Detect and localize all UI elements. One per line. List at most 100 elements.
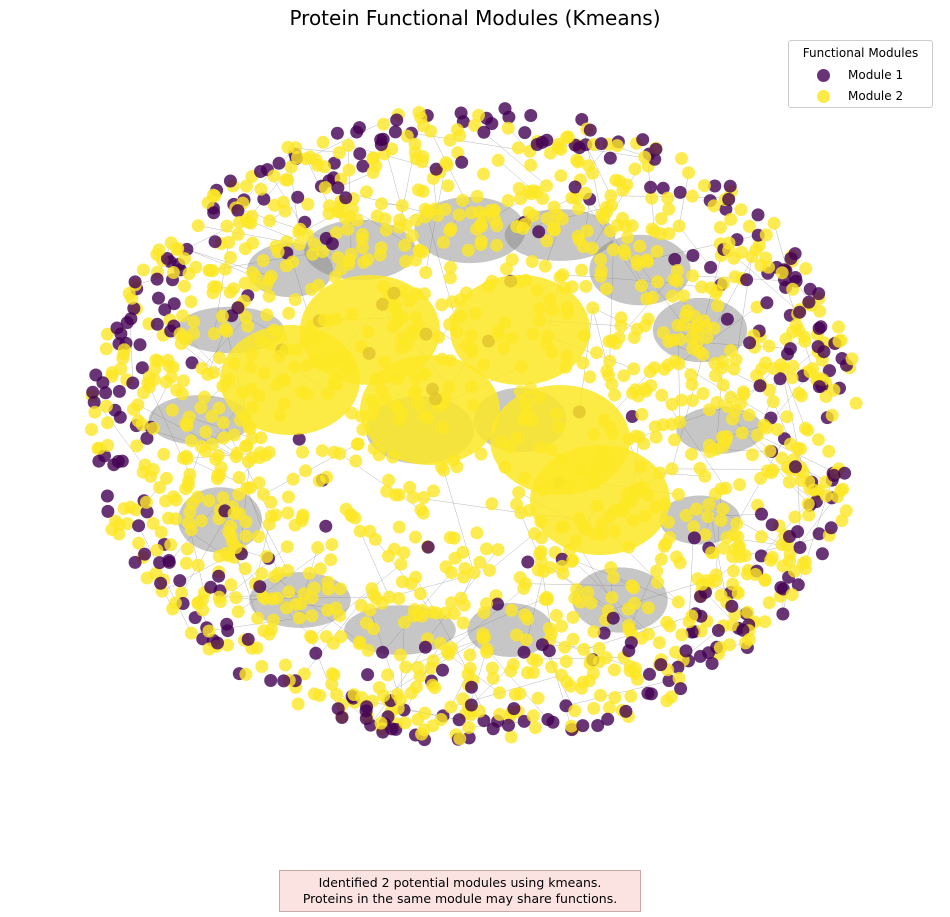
- node-module-2: [697, 179, 711, 193]
- node-module-2: [575, 263, 589, 277]
- node-module-2: [296, 445, 309, 459]
- node-module-2: [291, 697, 305, 711]
- node-module-2: [685, 609, 699, 623]
- node-module-2: [767, 216, 781, 230]
- node-module-2: [399, 254, 413, 268]
- edge-hub-7: [676, 406, 764, 454]
- node-module-2: [526, 709, 540, 723]
- node-module-2: [392, 592, 406, 605]
- node-module-2: [709, 574, 723, 588]
- node-module-2: [381, 668, 395, 682]
- legend-label-module-2: Module 2: [848, 89, 904, 103]
- node-module-2: [124, 500, 137, 514]
- node-module-2: [762, 339, 776, 353]
- node-module-1: [720, 312, 734, 326]
- node-module-2: [232, 487, 246, 501]
- node-module-2: [788, 510, 802, 524]
- node-module-2: [675, 628, 689, 642]
- node-module-2: [528, 721, 542, 735]
- node-module-2: [242, 455, 255, 469]
- node-module-1: [535, 638, 549, 652]
- node-module-2: [652, 636, 666, 650]
- node-module-1: [644, 180, 658, 194]
- node-module-2: [361, 643, 375, 657]
- node-module-2: [634, 279, 648, 293]
- node-module-2: [645, 191, 659, 205]
- node-module-2: [375, 197, 389, 211]
- node-module-1: [133, 338, 147, 352]
- node-module-2: [142, 370, 156, 384]
- node-module-2: [474, 234, 488, 248]
- node-module-2: [757, 418, 771, 432]
- node-module-2: [380, 484, 394, 498]
- node-module-2: [742, 633, 756, 646]
- dense-node-cluster-4: [530, 445, 670, 555]
- node-module-2: [560, 675, 574, 689]
- node-module-2: [519, 633, 533, 647]
- node-module-2: [224, 250, 237, 264]
- node-module-2: [723, 638, 736, 652]
- node-module-1: [87, 395, 101, 409]
- node-module-2: [211, 468, 225, 482]
- node-module-2: [260, 308, 274, 322]
- node-module-2: [766, 395, 780, 409]
- node-module-1: [208, 235, 222, 249]
- node-module-1: [723, 179, 737, 193]
- node-module-2: [263, 214, 277, 228]
- node-module-2: [426, 678, 440, 692]
- node-module-2: [511, 141, 525, 155]
- node-module-2: [606, 243, 620, 257]
- node-module-2: [576, 675, 590, 689]
- node-module-2: [670, 274, 684, 288]
- node-module-2: [439, 560, 453, 574]
- node-module-2: [777, 362, 791, 375]
- node-module-1: [212, 569, 226, 583]
- node-module-2: [341, 222, 355, 236]
- node-module-2: [224, 519, 238, 533]
- node-module-2: [675, 393, 688, 407]
- node-module-2: [292, 611, 306, 625]
- node-module-2: [559, 655, 573, 668]
- node-module-2: [697, 314, 711, 328]
- node-module-2: [531, 691, 545, 705]
- node-module-2: [766, 362, 780, 375]
- node-module-1: [624, 636, 638, 650]
- node-module-2: [224, 578, 238, 592]
- node-module-2: [179, 417, 193, 431]
- node-module-2: [477, 606, 491, 620]
- node-module-2: [246, 236, 260, 250]
- node-module-2: [593, 688, 607, 702]
- node-module-2: [480, 542, 493, 556]
- node-module-2: [262, 289, 276, 303]
- node-module-1: [309, 646, 323, 660]
- node-module-1: [783, 530, 796, 543]
- node-module-2: [136, 465, 150, 479]
- node-module-1: [517, 645, 531, 659]
- node-module-2: [146, 421, 160, 435]
- node-module-2: [85, 423, 98, 436]
- node-module-1: [339, 191, 353, 205]
- node-module-2: [419, 266, 433, 279]
- node-module-2: [191, 219, 205, 233]
- node-module-2: [775, 266, 789, 280]
- node-module-2: [566, 553, 580, 567]
- node-module-2: [512, 182, 526, 195]
- node-module-2: [659, 537, 673, 551]
- node-module-1: [773, 372, 787, 386]
- node-module-2: [819, 390, 833, 403]
- node-module-2: [736, 385, 750, 399]
- node-module-2: [150, 543, 164, 557]
- node-module-2: [620, 178, 634, 192]
- node-module-2: [687, 520, 701, 534]
- node-module-2: [122, 287, 136, 300]
- legend-label-module-1: Module 1: [848, 68, 904, 82]
- node-module-1: [644, 687, 658, 701]
- node-module-1: [454, 106, 468, 120]
- node-module-2: [179, 556, 193, 570]
- node-module-1: [327, 156, 341, 170]
- node-module-2: [284, 160, 298, 174]
- node-module-2: [638, 150, 652, 164]
- node-module-2: [594, 264, 608, 278]
- node-module-2: [170, 242, 184, 256]
- node-module-1: [753, 379, 767, 393]
